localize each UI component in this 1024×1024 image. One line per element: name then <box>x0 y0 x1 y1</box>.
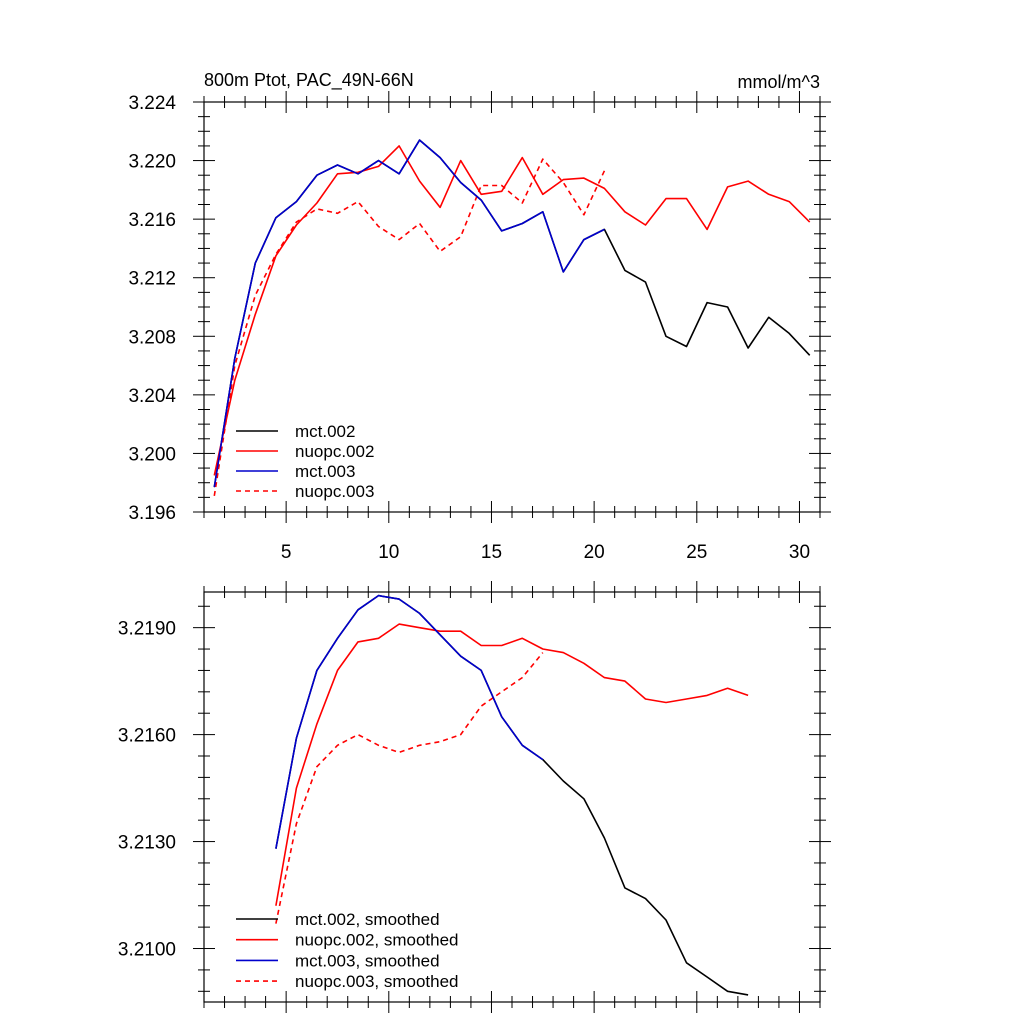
y-tick-label: 3.2160 <box>118 726 176 747</box>
legend: mct.002, smoothed nuopc.002, smoothedmct.… <box>236 910 459 991</box>
x-tick-label: 30 <box>789 542 810 563</box>
y-tick-label: 3.212 <box>128 269 176 290</box>
top-panel: 5 10 15 20 25 30 3.224 3.220 3.216 3.212 3.208 3.20… <box>128 91 831 563</box>
series-line-nuopc-002 <box>213 145 811 476</box>
y-tick-label: 3.208 <box>128 327 176 348</box>
y-tick-label: 3.196 <box>128 503 176 524</box>
y-tick-label: 3.2100 <box>118 940 176 961</box>
legend-label: mct.003, smoothed <box>295 951 440 970</box>
legend-label: nuopc.002 <box>295 442 374 461</box>
series-line-nuopc-003 <box>275 652 544 924</box>
y-tick-label: 3.220 <box>128 152 176 173</box>
bottom-panel: 3.2190 3.2160 3.2130 3.2100 mct.002, smoothe… <box>118 581 831 1013</box>
legend-label: nuopc.003 <box>295 482 374 501</box>
x-tick-label: 10 <box>378 542 399 563</box>
legend-label: mct.002 <box>295 422 355 441</box>
x-tick-label: 5 <box>281 542 292 563</box>
legend-label: mct.002, smoothed <box>295 910 440 929</box>
y-tick-label: 3.216 <box>128 210 176 231</box>
y-tick-label: 3.2190 <box>118 619 176 640</box>
series-line-mct-003 <box>213 139 605 488</box>
series-line-nuopc-002 <box>275 623 749 906</box>
y-tick-label: 3.200 <box>128 444 176 465</box>
y-tick-label: 3.224 <box>128 93 176 114</box>
series-line-mct-003 <box>275 594 544 849</box>
y-tick-label: 3.2130 <box>118 833 176 854</box>
series-line-nuopc-003 <box>213 158 606 497</box>
y-tick-label: 3.204 <box>128 386 176 407</box>
chart-title: 800m Ptot, PAC_49N-66N <box>204 70 414 91</box>
x-tick-label: 20 <box>584 542 605 563</box>
chart-units: mmol/m^3 <box>738 72 820 92</box>
x-tick-label: 15 <box>481 542 502 563</box>
x-tick-label: 25 <box>686 542 707 563</box>
legend-label: mct.003 <box>295 462 355 481</box>
legend-label: nuopc.003, smoothed <box>295 972 459 991</box>
legend-label: nuopc.002, smoothed <box>295 931 459 950</box>
